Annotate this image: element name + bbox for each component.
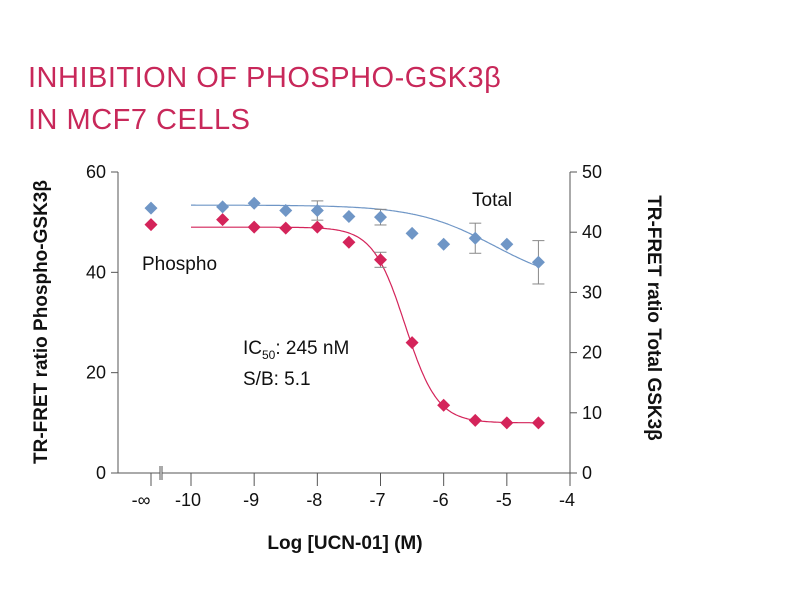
ic50-value: : 245 nM (275, 338, 349, 359)
total-point (342, 210, 356, 224)
chart-title-line-2: IN MCF7 CELLS (28, 104, 251, 136)
x-tick-label-neg-inf: -∞ (132, 490, 151, 510)
total-point-zero-dose (144, 201, 158, 215)
y-axis-left-label: TR-FRET ratio Phospho-GSK3β (31, 180, 52, 464)
total-point (247, 196, 261, 210)
total-point (216, 200, 230, 214)
fit-layer (191, 204, 539, 424)
total-point (279, 204, 293, 218)
x-tick-label: -7 (369, 490, 385, 510)
legend-phospho: Phospho (142, 254, 217, 275)
y-right-tick-label: 40 (582, 222, 602, 242)
total-point (531, 255, 545, 269)
y-right-tick-label: 10 (582, 403, 602, 423)
x-tick-label: -4 (559, 490, 575, 510)
y-right-tick-label: 50 (582, 162, 602, 182)
total-point (374, 210, 387, 224)
x-tick-label: -10 (175, 490, 201, 510)
y-axis-right-label: TR-FRET ratio Total GSK3β (643, 195, 664, 441)
x-axis-label: Log [UCN-01] (M) (267, 533, 422, 554)
y-right-tick-label: 30 (582, 282, 602, 302)
x-tick-label: -6 (433, 490, 449, 510)
phospho-point (500, 416, 514, 430)
text-layer: Log [UCN-01] (M) TR-FRET ratio Phospho-G… (31, 162, 664, 554)
phospho-point (374, 253, 387, 267)
x-tick-label: -9 (243, 490, 259, 510)
phospho-point (247, 220, 261, 234)
ic50-annotation: IC50: 245 nM (243, 338, 349, 362)
phospho-point (468, 413, 482, 427)
phospho-point (405, 336, 419, 350)
total-fit-curve (191, 204, 539, 268)
y-left-tick-label: 40 (86, 262, 106, 282)
total-point (405, 226, 419, 240)
phospho-point (342, 235, 356, 249)
sb-annotation: S/B: 5.1 (243, 369, 311, 390)
total-point (310, 204, 324, 218)
y-right-tick-label: 20 (582, 343, 602, 363)
axes-layer (111, 171, 577, 486)
legend-total: Total (472, 190, 512, 211)
total-point (500, 237, 514, 251)
y-left-tick-label: 0 (96, 463, 106, 483)
phospho-point (310, 220, 324, 234)
phospho-fit-curve (191, 226, 539, 424)
phospho-point (216, 213, 230, 227)
ic50-prefix: IC (243, 338, 262, 359)
phospho-point (437, 398, 451, 412)
x-tick-label: -5 (496, 490, 512, 510)
y-left-tick-label: 20 (86, 363, 106, 383)
phospho-point (531, 416, 545, 430)
x-tick-label: -8 (306, 490, 322, 510)
chart-title-line-1: INHIBITION OF PHOSPHO-GSK3β (28, 62, 502, 94)
total-point (468, 231, 482, 245)
y-right-tick-label: 0 (582, 463, 592, 483)
phospho-point (279, 221, 293, 235)
total-point (437, 237, 451, 251)
phospho-point-zero-dose (144, 218, 158, 232)
y-left-tick-label: 60 (86, 162, 106, 182)
point-layer (144, 196, 545, 430)
ic50-subscript: 50 (262, 348, 276, 362)
